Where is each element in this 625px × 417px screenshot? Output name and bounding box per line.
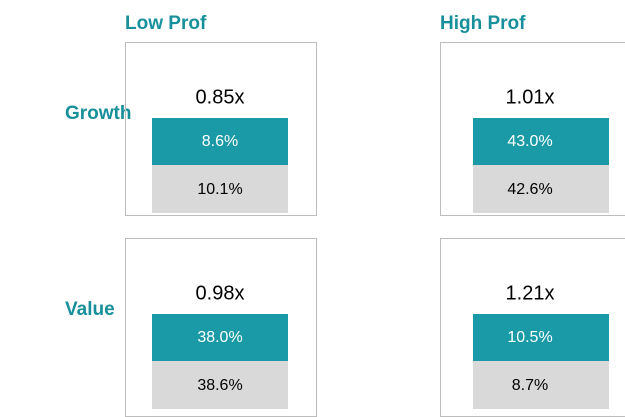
top-bar (152, 118, 288, 165)
ratio: 0.85x (196, 86, 245, 108)
cell-box (125, 42, 317, 216)
ratio: 0.98x (196, 282, 245, 304)
bottom-bar (152, 361, 288, 409)
bottom-value: 38.6% (197, 377, 242, 394)
ratio: 1.01x (506, 86, 555, 108)
ratio: 1.21x (506, 282, 555, 304)
top-bar (473, 118, 609, 165)
bottom-value: 10.1% (197, 181, 242, 198)
top-value: 8.6% (202, 133, 238, 150)
top-value: 43.0% (507, 133, 552, 150)
top-value: 38.0% (197, 329, 242, 346)
bottom-value: 42.6% (507, 181, 552, 198)
row-label: Growth (65, 103, 132, 124)
top-value: 10.5% (507, 329, 552, 346)
column-header: Low Prof (125, 13, 207, 34)
bottom-bar (473, 361, 609, 409)
bottom-bar (473, 165, 609, 213)
bottom-value: 8.7% (512, 377, 548, 394)
bottom-bar (152, 165, 288, 213)
row-label: Value (65, 299, 115, 320)
top-bar (473, 314, 609, 361)
column-header: High Prof (440, 13, 526, 34)
top-bar (152, 314, 288, 361)
cell-box (440, 42, 625, 216)
